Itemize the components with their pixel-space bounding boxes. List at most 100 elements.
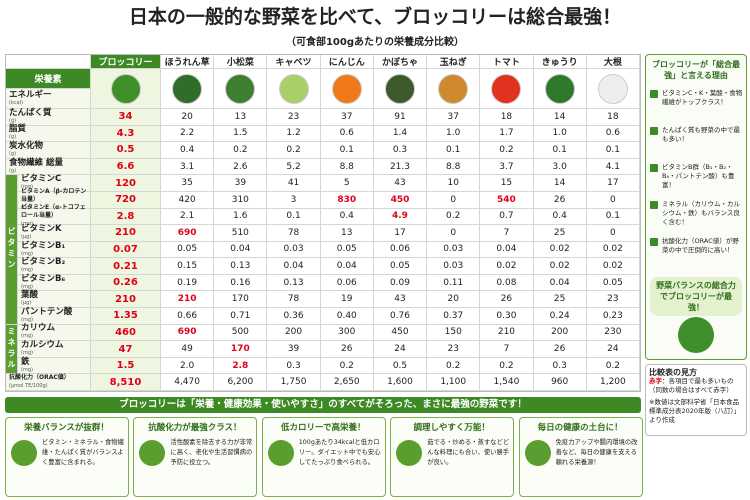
value-cell: 4,470 [161, 374, 215, 391]
check-icon [650, 201, 658, 209]
value-cell: 0.7 [480, 208, 534, 226]
legend-red: 赤字：各項目で最も多いもの（同数の場合はすべて赤字） [649, 377, 743, 395]
corner-header [6, 55, 91, 69]
value-cell: 2.8 [214, 357, 268, 375]
value-cell: 170 [214, 291, 268, 309]
reasons-panel: ブロッコリーが「総合最強」と言える理由 ビタミンC・K・葉酸・食物繊維がトップク… [645, 54, 747, 360]
row-label-text: たんぱく質 [9, 107, 52, 118]
value-cell: 1.2 [267, 125, 321, 143]
value-cell: 91 [373, 109, 428, 126]
value-cell: 0.21 [91, 258, 161, 275]
value-cell: 26 [480, 291, 534, 309]
value-cell: 0.26 [91, 274, 161, 292]
value-cell: 14 [533, 175, 587, 192]
value-cell: 0.1 [586, 208, 640, 226]
value-cell: 0.15 [161, 258, 215, 275]
value-cell: 23 [586, 291, 640, 309]
value-cell: 4.3 [91, 125, 161, 143]
value-cell: 0.76 [373, 308, 428, 325]
legend: 比較表の見方 赤字：各項目で最も多いもの（同数の場合はすべて赤字） ※数値は文部… [645, 364, 747, 436]
value-cell: 0.02 [480, 258, 534, 275]
value-cell: 1,200 [586, 374, 640, 391]
value-cell: 450 [373, 191, 428, 209]
row-label-text: ビタミンC [21, 174, 62, 185]
row-unit: (µmol TE/100g) [9, 383, 48, 390]
value-cell: 0.66 [161, 308, 215, 325]
value-cell: 120 [91, 175, 161, 192]
legend-red-key: 赤字 [649, 377, 662, 385]
column-image-cell [480, 69, 534, 109]
row-label-text: ビタミンA（β-カロテン当量） [21, 187, 87, 203]
value-cell: 1.7 [480, 125, 534, 143]
value-cell: 2.0 [161, 357, 215, 375]
value-cell: 0.5 [91, 142, 161, 159]
value-cell: 1,100 [427, 374, 481, 391]
value-cell: 10 [427, 175, 481, 192]
value-cell: 0.02 [533, 258, 587, 275]
row-label-text: ビタミンB₂ [21, 257, 66, 268]
reason-item: たんぱく質も野菜の中で最も多い！ [650, 126, 744, 144]
value-cell: 0.02 [586, 241, 640, 259]
row-label-text: カリウム [21, 323, 56, 334]
column-image-cell [214, 69, 268, 109]
value-cell: 0.04 [480, 241, 534, 259]
value-cell: 0.02 [586, 258, 640, 275]
value-cell: 0.1 [533, 142, 587, 159]
reasons-title: ブロッコリーが「総合最強」と言える理由 [652, 60, 740, 80]
vegetable-icon [384, 73, 415, 104]
column-image-cell [586, 69, 640, 109]
value-cell: 0.09 [373, 274, 428, 292]
value-cell: 0.2 [427, 208, 481, 226]
value-cell: 0.03 [267, 241, 321, 259]
value-cell: 210 [91, 225, 161, 242]
value-cell: 200 [533, 324, 587, 342]
value-cell: 13 [320, 225, 374, 242]
row-label: ビタミンB₂ (mg) [18, 258, 91, 275]
card-icon [139, 440, 166, 466]
value-cell: 1,540 [480, 374, 534, 391]
value-cell: 230 [586, 324, 640, 342]
value-cell: 41 [267, 175, 321, 192]
value-cell: 18 [480, 109, 534, 126]
value-cell: 830 [320, 191, 374, 209]
value-cell: 0.1 [267, 208, 321, 226]
value-cell: 3 [267, 191, 321, 209]
vegetable-icon [544, 73, 575, 104]
row-unit: (µg) [21, 204, 31, 212]
row-label-text: 鉄 [21, 356, 30, 367]
value-cell: 500 [214, 324, 268, 342]
value-cell: 7 [480, 341, 534, 358]
row-label: 脂質 (g) [6, 125, 91, 143]
value-cell: 21.3 [373, 158, 428, 176]
value-cell: 1.5 [91, 357, 161, 375]
row-unit: (µg) [21, 233, 32, 240]
vegetable-icon [597, 73, 628, 104]
row-label: カリウム (mg) [18, 323, 91, 342]
value-cell: 7 [480, 225, 534, 242]
row-label: ビタミンE（α-トコフェロール当量）(mg) [18, 204, 91, 228]
row-label-text: 葉酸 [21, 290, 39, 301]
feature-card: 栄養バランスが抜群！ ビタミン・ミネラル・食物繊維・たんぱく質がバランスよく豊富に… [5, 417, 129, 497]
value-cell: 460 [91, 324, 161, 342]
value-cell: 0 [427, 191, 481, 209]
value-cell: 170 [214, 341, 268, 358]
value-cell: 0.13 [214, 258, 268, 275]
value-cell: 960 [533, 374, 587, 391]
value-cell: 2.6 [214, 158, 268, 176]
row-unit: (mg) [21, 220, 33, 228]
column-image-cell [320, 69, 374, 109]
column-image-cell [91, 69, 161, 109]
value-cell: 5.2 [267, 158, 321, 176]
value-cell: 0 [427, 225, 481, 242]
row-label: 食物繊維 総量 (g) [6, 158, 91, 176]
value-cell: 43 [373, 291, 428, 309]
row-label-text: 抗酸化力（ORAC値） [9, 374, 70, 382]
group-label: ビタミン [6, 175, 18, 325]
vegetable-icon [172, 73, 203, 104]
value-cell: 0.16 [214, 274, 268, 292]
column-header: 大根 [586, 55, 640, 69]
value-cell: 420 [161, 191, 215, 209]
value-cell: 2.1 [161, 208, 215, 226]
value-cell: 8.8 [320, 158, 374, 176]
row-label: 鉄 (mg) [18, 356, 91, 375]
